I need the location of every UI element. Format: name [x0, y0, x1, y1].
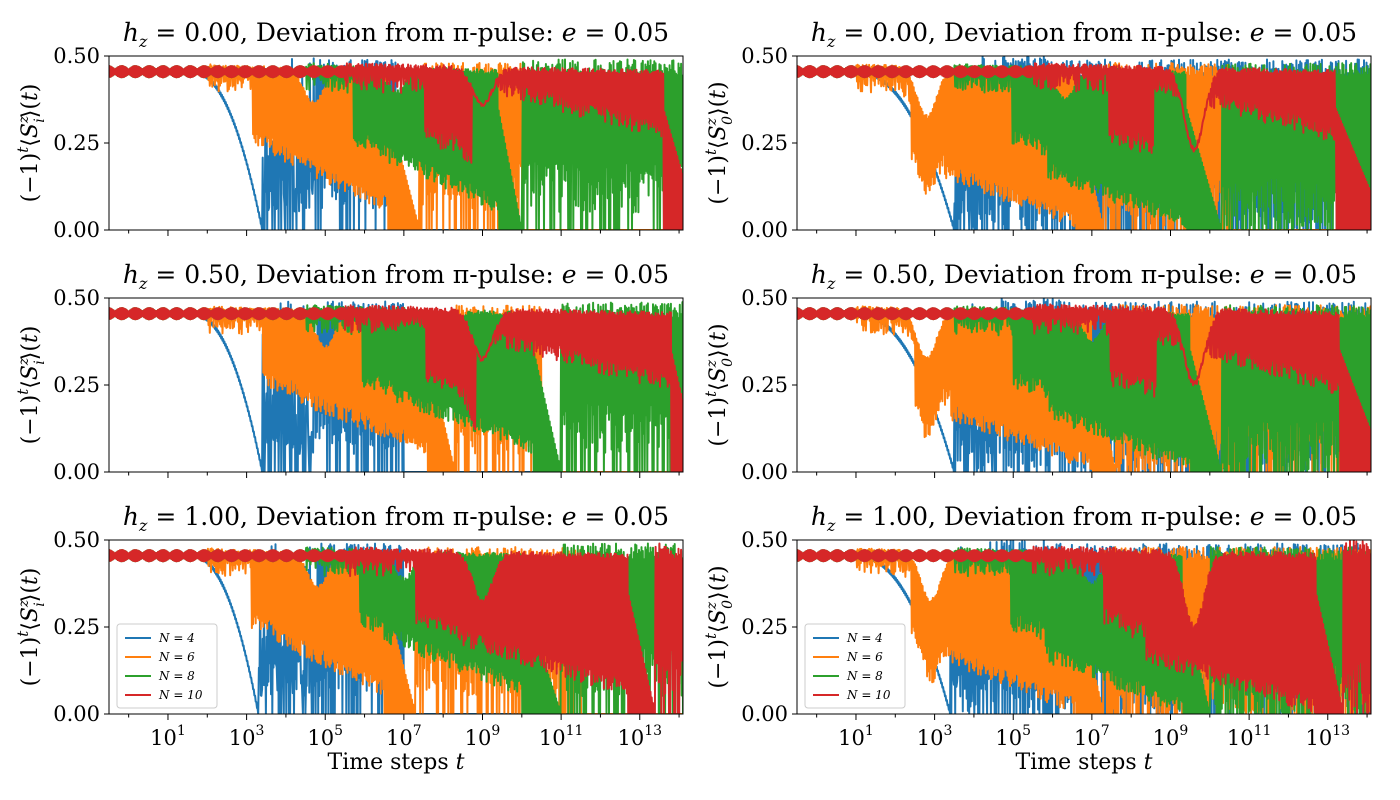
series-line-n10	[797, 540, 1371, 714]
y-tick-label: 0.50	[741, 44, 788, 68]
legend-label: N = 4	[158, 631, 195, 645]
series-line-n10	[797, 62, 1371, 230]
y-tick-label: 0.00	[53, 218, 100, 242]
subplot-title: hz = 1.00, Deviation from π-pulse: e = 0…	[811, 502, 1357, 535]
y-axis-label: (−1)t⟨Sz0⟩(t)	[702, 323, 736, 446]
legend-label: N = 4	[846, 631, 883, 645]
subplot-title: hz = 0.00, Deviation from π-pulse: e = 0…	[811, 18, 1357, 51]
plot-area	[109, 300, 683, 472]
plot-area	[797, 540, 1371, 714]
subplot-2: 0.00 0.25 0.50 hz = 0.00, Deviation from π-…	[702, 18, 1372, 242]
y-tick-label: 0.00	[741, 460, 788, 484]
subplot-1: 0.00 0.25 0.50 hz = 0.00, Deviation from π-…	[14, 18, 684, 242]
subplot-5: 0.00 0.25 0.50 101 103 105 107 109 1011 1013 Time …	[14, 502, 684, 775]
x-tick-label: 109	[465, 723, 501, 750]
x-axis-label: Time steps t	[328, 750, 465, 775]
subplot-title: hz = 1.00, Deviation from π-pulse: e = 0…	[123, 502, 669, 535]
legend-label: N = 8	[846, 669, 883, 683]
series-line-n10	[109, 542, 683, 714]
y-tick-label: 0.00	[53, 460, 100, 484]
subplot-title: hz = 0.00, Deviation from π-pulse: e = 0…	[123, 18, 669, 51]
y-tick-label: 0.50	[53, 286, 100, 310]
y-tick-label: 0.50	[53, 528, 100, 552]
x-tick-label: 1013	[617, 723, 662, 750]
y-axis-label: (−1)t⟨Sz0⟩(t)	[702, 81, 736, 204]
x-tick-label: 107	[1074, 723, 1110, 750]
x-tick-label: 1013	[1305, 723, 1350, 750]
y-axis-label: (−1)t⟨Szi⟩(t)	[14, 326, 48, 445]
y-axis-label: (−1)t⟨Sz0⟩(t)	[702, 565, 736, 688]
y-tick-label: 0.00	[53, 702, 100, 726]
y-tick-label: 0.50	[741, 286, 788, 310]
y-axis-label: (−1)t⟨Szi⟩(t)	[14, 568, 48, 687]
x-tick-label: 105	[307, 723, 343, 750]
x-tick-label: 101	[150, 723, 186, 750]
y-tick-label: 0.25	[741, 373, 788, 397]
legend-label: N = 8	[158, 669, 195, 683]
series-line-n6	[797, 546, 1371, 714]
plot-area	[109, 57, 683, 230]
x-tick-label: 101	[838, 723, 874, 750]
x-tick-label: 1011	[539, 723, 584, 750]
y-tick-label: 0.00	[741, 218, 788, 242]
x-tick-label: 103	[917, 723, 953, 750]
y-tick-label: 0.25	[53, 373, 100, 397]
plot-area	[109, 542, 683, 714]
legend-box	[116, 623, 218, 709]
legend-label: N = 6	[158, 650, 195, 664]
y-tick-label: 0.00	[741, 702, 788, 726]
legend-label: N = 10	[846, 688, 891, 702]
legend-label: N = 6	[846, 650, 883, 664]
subplot-title: hz = 0.50, Deviation from π-pulse: e = 0…	[811, 260, 1357, 293]
y-axis-label: (−1)t⟨Szi⟩(t)	[14, 84, 48, 203]
subplot-title: hz = 0.50, Deviation from π-pulse: e = 0…	[123, 260, 669, 293]
legend: N = 4 N = 6 N = 8 N = 10	[804, 623, 906, 709]
y-tick-label: 0.25	[741, 131, 788, 155]
x-tick-label: 103	[229, 723, 265, 750]
plot-area	[797, 298, 1371, 472]
x-axis-label: Time steps t	[1016, 750, 1153, 775]
series-line-n10	[797, 303, 1371, 472]
legend-label: N = 10	[158, 688, 203, 702]
series-line-n6	[797, 62, 1371, 230]
series-line-n10	[109, 304, 683, 472]
x-tick-label: 109	[1153, 723, 1189, 750]
legend: N = 4 N = 6 N = 8 N = 10	[116, 623, 218, 709]
y-tick-label: 0.25	[741, 615, 788, 639]
x-tick-label: 105	[995, 723, 1031, 750]
y-tick-label: 0.50	[53, 44, 100, 68]
legend-box	[804, 623, 906, 709]
x-tick-label: 1011	[1227, 723, 1272, 750]
series-line-n10	[109, 62, 683, 230]
subplot-4: 0.00 0.25 0.50 hz = 0.50, Deviation from π-…	[702, 260, 1372, 484]
y-tick-label: 0.25	[53, 615, 100, 639]
y-tick-label: 0.50	[741, 528, 788, 552]
y-tick-label: 0.25	[53, 131, 100, 155]
plot-area	[797, 56, 1371, 230]
x-tick-label: 107	[386, 723, 422, 750]
subplot-6: 0.00 0.25 0.50 101 103 105 107 109 1011 1013 Time …	[702, 502, 1372, 775]
subplot-3: 0.00 0.25 0.50 hz = 0.50, Deviation from π-…	[14, 260, 684, 484]
